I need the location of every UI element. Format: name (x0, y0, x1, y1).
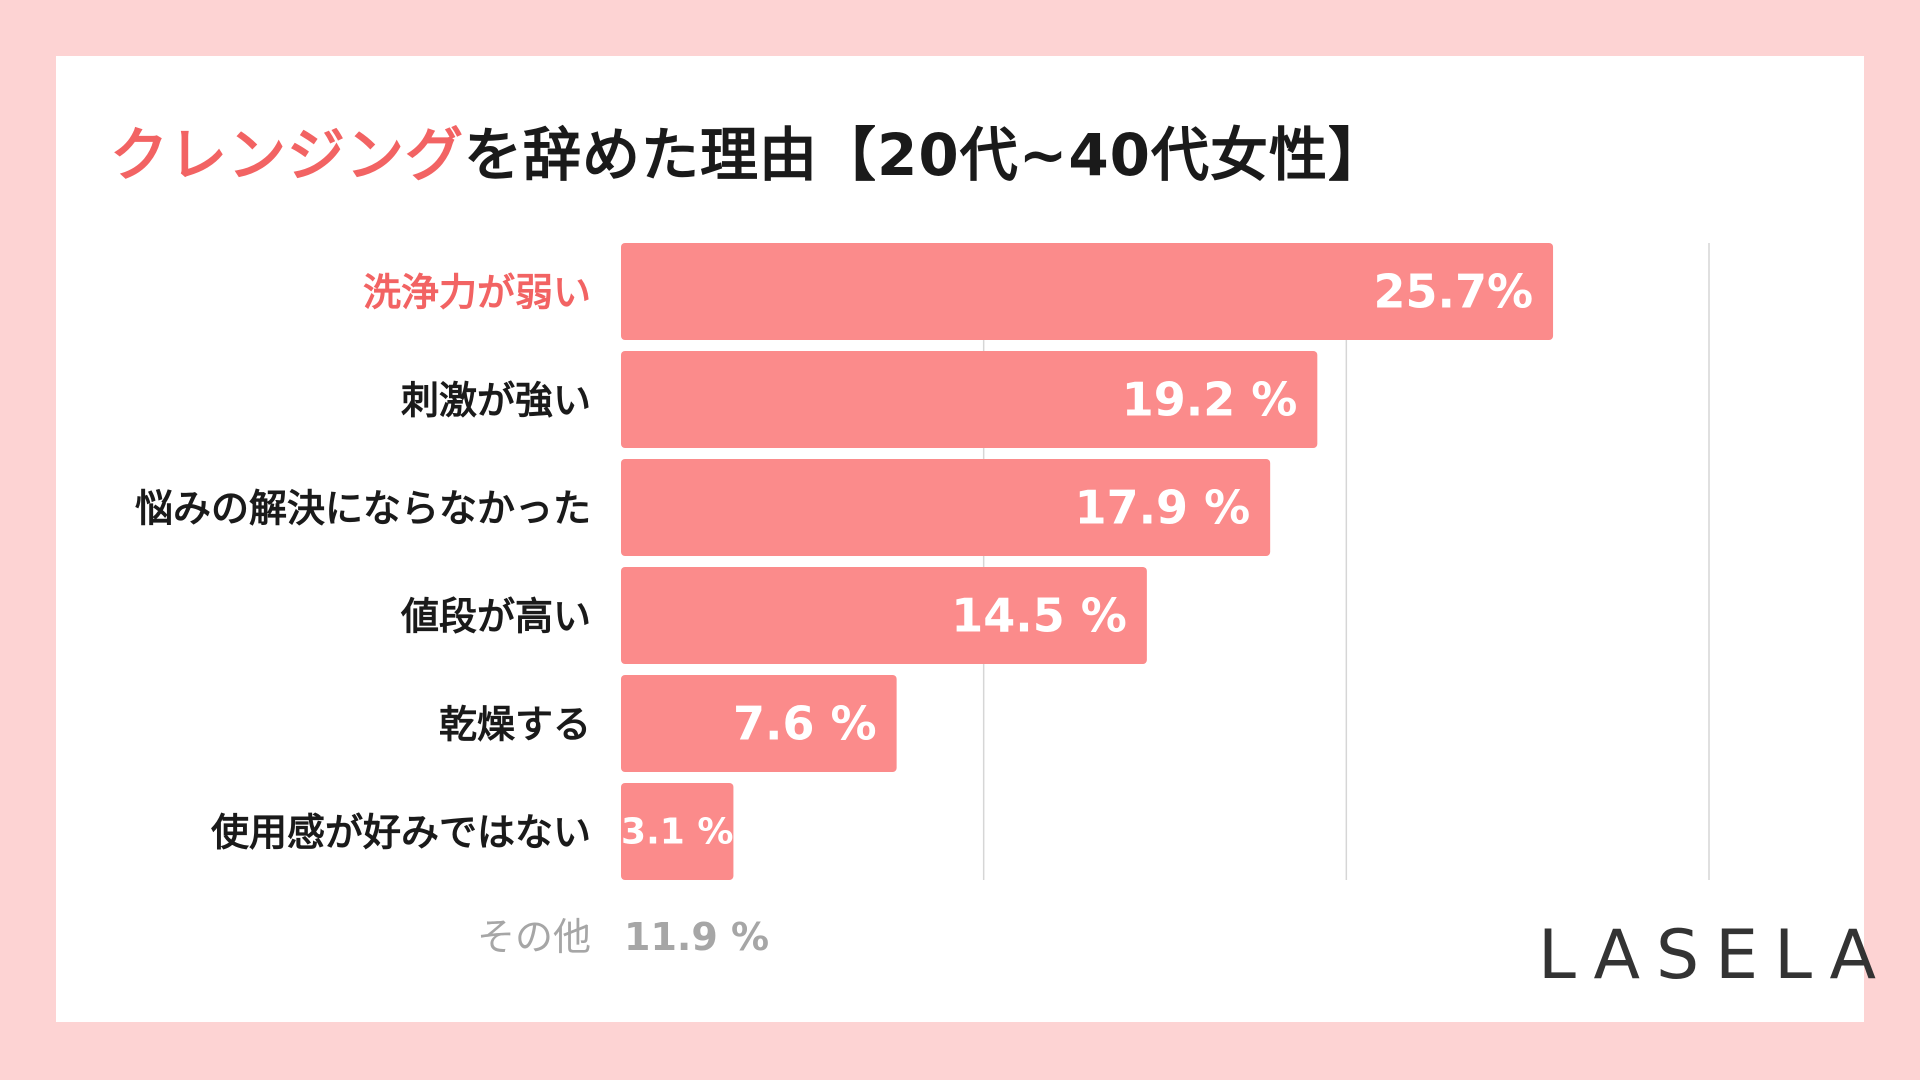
category-label-2: 悩みの解決にならなかった (135, 487, 591, 531)
bar-1 (621, 351, 1318, 448)
value-label-2: 17.9 % (1075, 481, 1251, 535)
value-label-1: 19.2 % (1122, 373, 1298, 427)
chart-card: クレンジングを辞めた理由【20代~40代女性】 洗浄力が弱い 25.7% 刺激が強い… (56, 56, 1876, 1022)
category-label-1: 刺激が強い (401, 379, 591, 423)
category-label-0: 洗浄力が弱い (363, 271, 591, 315)
other-value: 11.9 % (624, 915, 769, 959)
other-label: その他 (477, 915, 591, 959)
bar-3 (621, 567, 1147, 664)
category-label-5: 使用感が好みではない (211, 811, 591, 855)
category-label-3: 値段が高い (400, 595, 591, 639)
chart-title: クレンジングを辞めた理由【20代~40代女性】 (110, 108, 1387, 192)
lasela-logo: LASELA (1538, 916, 1893, 995)
bar-5 (621, 783, 734, 880)
chart-title-rest: を辞めた理由【20代~40代女性】 (464, 121, 1388, 189)
bar-chart: 洗浄力が弱い 25.7% 刺激が強い 19.2 % 悩みの解決にならなかった 17.9 %… (135, 243, 1710, 959)
value-label-0: 25.7% (1373, 265, 1533, 319)
value-label-3: 14.5 % (951, 589, 1127, 643)
bar-0 (621, 243, 1554, 340)
value-label-5: 3.1 % (621, 812, 733, 853)
bar-4 (621, 675, 897, 772)
bar-2 (621, 459, 1271, 556)
chart-title-accent: クレンジング (110, 121, 465, 189)
value-label-4: 7.6 % (733, 697, 877, 751)
category-label-4: 乾燥する (439, 703, 591, 747)
